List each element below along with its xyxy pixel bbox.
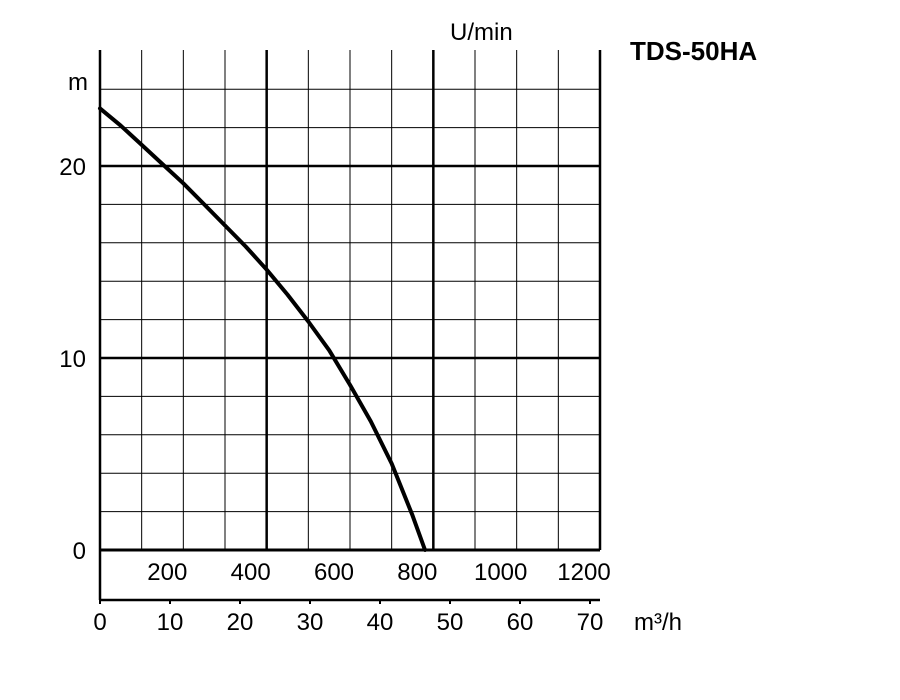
x-tick-label-m3h: 70: [577, 609, 604, 636]
y-tick-label: 0: [73, 538, 86, 565]
top-unit-label: U/min: [450, 19, 513, 46]
x-tick-label-lpm: 200: [147, 559, 187, 586]
chart-series: [98, 106, 427, 552]
x-tick-label-lpm: 800: [397, 559, 437, 586]
x-tick-label-m3h: 0: [93, 609, 106, 636]
y-tick-label: 20: [59, 154, 86, 181]
x-tick-label-m3h: 20: [227, 609, 254, 636]
x-tick-label-m3h: 30: [297, 609, 324, 636]
performance-curve: [98, 106, 427, 552]
x-tick-label-m3h: 40: [367, 609, 394, 636]
chart-grid: [100, 50, 600, 550]
x-tick-label-lpm: 400: [231, 559, 271, 586]
x-tick-label-lpm: 600: [314, 559, 354, 586]
chart-axes: [98, 50, 602, 604]
chart-tick-labels: 0 10 20 200 400 600 800 1000 1200 0 10 20 30 40 50 60 70: [59, 154, 610, 636]
x-tick-label-lpm: 1200: [557, 559, 610, 586]
chart-title: TDS-50HA: [630, 36, 757, 66]
x-tick-label-lpm: 1000: [474, 559, 527, 586]
x-tick-label-m3h: 10: [157, 609, 184, 636]
x-tick-label-m3h: 60: [507, 609, 534, 636]
x-tick-label-m3h: 50: [437, 609, 464, 636]
x-axis-label-secondary: m³/h: [634, 609, 682, 636]
y-axis-label: m: [68, 69, 88, 96]
y-tick-label: 10: [59, 346, 86, 373]
